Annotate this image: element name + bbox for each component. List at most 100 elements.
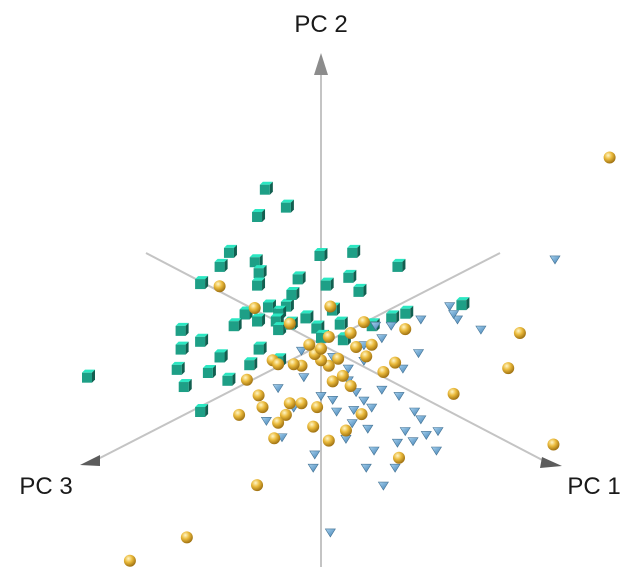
diamond-point (377, 481, 389, 491)
cube-point (244, 357, 258, 371)
diamond-point (315, 392, 327, 401)
diamond-point (342, 364, 354, 374)
diamond-point (397, 364, 409, 374)
pc2-axis-arrowhead (314, 53, 328, 75)
pc3-axis-line (95, 252, 501, 461)
cube-point (82, 369, 95, 383)
sphere-point (322, 434, 335, 447)
diamond-point (409, 407, 421, 417)
diamond-point (260, 417, 272, 426)
diamond-point (346, 419, 358, 429)
diamond-point (376, 334, 388, 344)
sphere-point (251, 479, 264, 492)
cube-point (223, 244, 237, 258)
sphere-point (344, 380, 357, 393)
diamond-point (360, 463, 372, 473)
cube-point (195, 404, 209, 417)
cube-point (456, 297, 470, 311)
sphere-point (272, 416, 285, 429)
diamond-point (307, 463, 319, 473)
diamond-point (370, 321, 382, 331)
cube-point (400, 305, 414, 319)
sphere-point (339, 424, 352, 437)
cube-point (253, 341, 267, 355)
sphere-point (350, 341, 363, 354)
diamond-point (385, 321, 397, 331)
sphere-point (365, 338, 378, 351)
data-points (82, 151, 616, 567)
sphere-point (311, 401, 324, 414)
cube-point (202, 365, 216, 378)
pc1-axis-line (145, 252, 549, 464)
sphere-point (213, 280, 226, 293)
diamond-point (331, 407, 343, 417)
diamond-point (376, 385, 388, 395)
sphere-point (332, 352, 345, 365)
diamond-point (399, 427, 411, 437)
sphere-point (603, 151, 616, 164)
sphere-point (123, 554, 136, 567)
cube-point (347, 244, 361, 258)
cube-point (214, 349, 228, 363)
sphere-point (447, 387, 460, 400)
axes (80, 53, 562, 567)
sphere-point (336, 369, 349, 382)
cube-point (222, 372, 236, 386)
diamond-point (366, 403, 378, 413)
diamond-point (432, 427, 444, 437)
diamond-point (444, 302, 456, 312)
sphere-point (547, 438, 560, 451)
pc3-axis-label: PC 3 (19, 473, 72, 500)
sphere-point (377, 366, 390, 378)
cube-point (252, 209, 266, 222)
cube-point (228, 318, 242, 332)
sphere-point (360, 350, 373, 363)
diamond-point (415, 415, 427, 425)
diamond-point (309, 450, 321, 460)
pc1-axis-label: PC 1 (567, 473, 620, 500)
sphere-point (355, 408, 368, 421)
pc2-axis-label: PC 2 (294, 11, 347, 38)
cube-point (214, 258, 228, 272)
cube-point (343, 269, 357, 283)
sphere-point (324, 300, 337, 313)
sphere-point (502, 362, 515, 375)
diamond-point (348, 406, 360, 416)
pc1-axis-arrowhead (540, 457, 562, 468)
cube-point (292, 271, 306, 285)
sphere-point (357, 316, 370, 329)
sphere-point (393, 451, 405, 464)
diamond-point (420, 431, 432, 440)
sphere-point (272, 358, 285, 371)
diamond-point (362, 424, 374, 434)
diamond-point (389, 463, 401, 473)
diamond-point (430, 446, 442, 456)
diamond-point (358, 396, 370, 406)
diamond-point (298, 373, 310, 383)
cube-point (175, 322, 189, 336)
cube-point (175, 341, 189, 355)
cube-point (280, 199, 294, 213)
sphere-point (233, 408, 246, 421)
cube-point (259, 181, 273, 195)
diamond-point (272, 384, 284, 394)
cube-point (314, 248, 328, 261)
pc3-axis-arrowhead (80, 455, 100, 466)
sphere-point (326, 375, 339, 388)
diamond-point (407, 437, 419, 447)
diamond-point (549, 255, 561, 265)
cube-point (195, 276, 209, 290)
diamond-point (415, 315, 427, 325)
diamond-point (391, 438, 403, 448)
diamond-point (368, 446, 380, 456)
sphere-point (180, 531, 193, 544)
cube-point (353, 283, 367, 297)
cube-point (320, 277, 334, 291)
sphere-point (283, 317, 296, 330)
diamond-point (324, 528, 336, 538)
diamond-point (295, 346, 308, 356)
diamond-point (327, 395, 339, 405)
diamond-point (451, 315, 464, 325)
sphere-point (315, 342, 327, 355)
